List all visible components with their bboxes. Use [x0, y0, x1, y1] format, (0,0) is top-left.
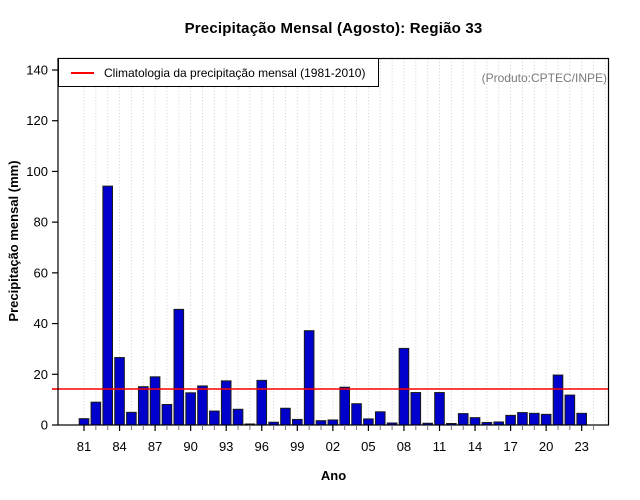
- chart-title: Precipitação Mensal (Agosto): Região 33: [184, 20, 483, 37]
- bar-2002: [327, 419, 339, 426]
- bar-2022: [564, 394, 576, 426]
- y-tick-label-100: 100: [26, 164, 48, 179]
- bar-2020: [540, 413, 552, 426]
- bar-1998: [280, 407, 291, 426]
- x-tick-label-96: 96: [255, 439, 269, 454]
- bar-2013: [457, 413, 469, 426]
- bar-2019: [529, 412, 540, 426]
- climatology-legend-label: Climatologia da precipitação mensal (198…: [104, 65, 366, 80]
- bar-2008: [398, 347, 410, 426]
- bar-2005: [363, 418, 374, 426]
- bar-2000: [303, 330, 315, 426]
- y-tick-label-120: 120: [26, 113, 48, 128]
- bar-1992: [209, 410, 220, 426]
- y-tick-label-80: 80: [34, 215, 48, 230]
- bar-1986: [137, 386, 149, 426]
- bar-1988: [161, 403, 173, 426]
- x-axis-label: Ano: [320, 468, 347, 483]
- bar-1990: [185, 392, 196, 426]
- bar-1985: [126, 411, 137, 426]
- y-tick-label-0: 0: [41, 418, 48, 433]
- bar-2021: [552, 374, 564, 426]
- bar-1981: [78, 418, 90, 426]
- bar-2004: [351, 403, 362, 426]
- y-axis-label: Precipitação mensal (mm): [6, 160, 21, 322]
- bar-2017: [505, 414, 516, 426]
- bar-1982: [90, 401, 102, 426]
- bar-2009: [410, 392, 422, 426]
- x-tick-label-84: 84: [112, 439, 126, 454]
- x-tick-label-08: 08: [397, 439, 411, 454]
- bar-1996: [256, 379, 268, 426]
- y-tick-label-140: 140: [26, 63, 48, 78]
- bar-1993: [220, 380, 232, 426]
- bar-1987: [149, 376, 161, 426]
- bar-2003: [339, 386, 350, 426]
- y-tick-label-60: 60: [34, 265, 48, 280]
- x-tick-label-20: 20: [539, 439, 553, 454]
- legend-box: Climatologia da precipitação mensal (198…: [58, 58, 379, 87]
- bar-1994: [232, 408, 244, 426]
- bar-2018: [517, 412, 528, 426]
- bar-1984: [114, 357, 125, 426]
- bar-2023: [576, 412, 588, 426]
- x-tick-label-93: 93: [219, 439, 233, 454]
- climatology-legend-line-icon: [71, 71, 94, 74]
- bar-2014: [469, 417, 481, 426]
- x-tick-label-23: 23: [574, 439, 588, 454]
- x-tick-label-87: 87: [148, 439, 162, 454]
- y-tick-label-20: 20: [34, 367, 48, 382]
- x-tick-label-05: 05: [361, 439, 375, 454]
- x-tick-label-81: 81: [77, 439, 91, 454]
- bar-2001: [315, 420, 327, 426]
- x-tick-label-11: 11: [433, 439, 447, 454]
- bar-1999: [292, 418, 303, 426]
- bar-1989: [173, 308, 185, 426]
- bar-2006: [374, 411, 386, 426]
- x-tick-label-14: 14: [468, 439, 482, 454]
- x-tick-label-17: 17: [503, 439, 517, 454]
- producer-watermark: (Produto:CPTEC/INPE): [481, 71, 607, 85]
- bar-2011: [434, 392, 445, 426]
- y-tick-label-40: 40: [34, 316, 48, 331]
- x-tick-label-90: 90: [183, 439, 197, 454]
- bar-1991: [197, 385, 208, 426]
- x-tick-label-02: 02: [326, 439, 340, 454]
- x-tick-label-99: 99: [290, 439, 304, 454]
